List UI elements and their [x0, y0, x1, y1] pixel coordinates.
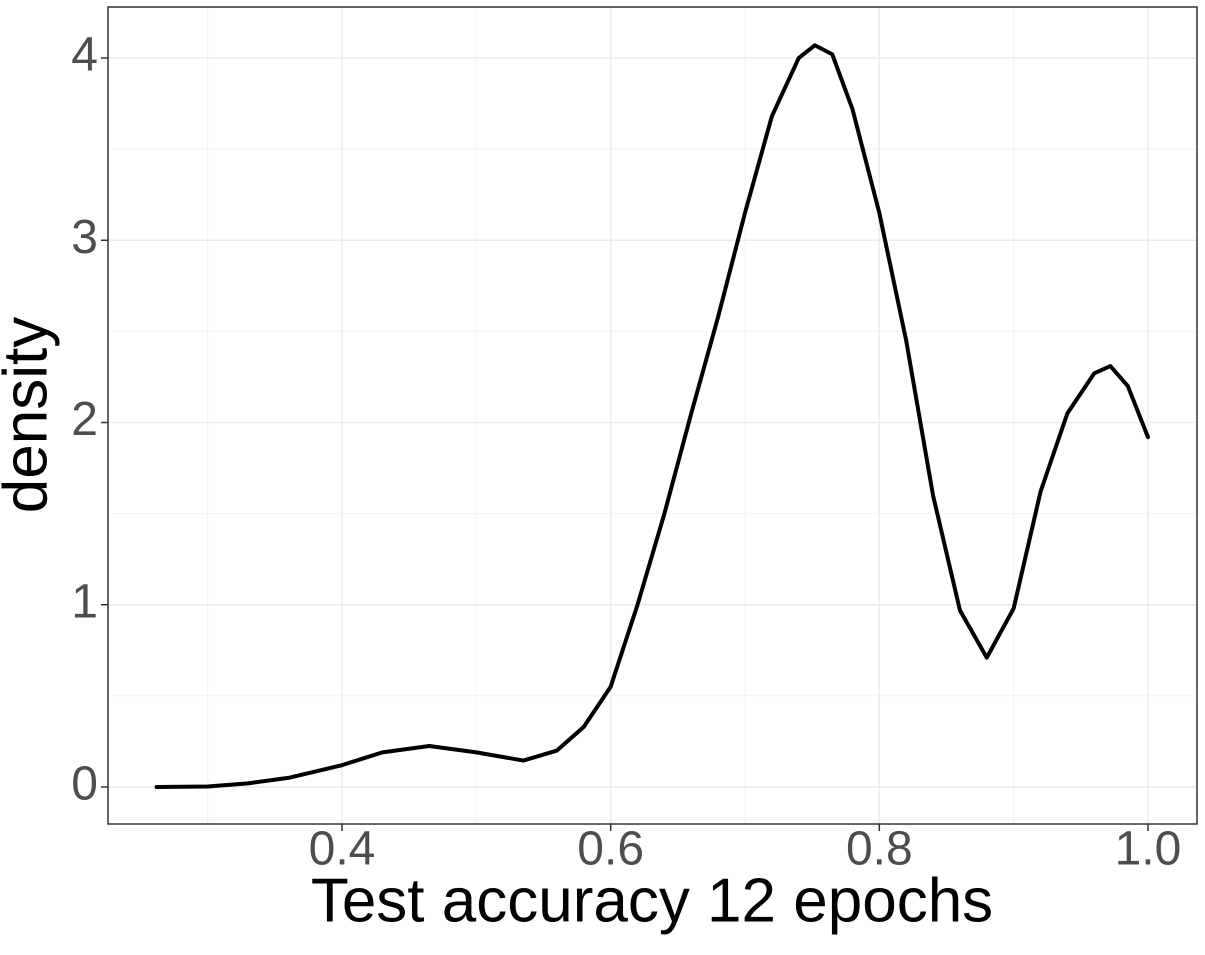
- y-axis-title: density: [0, 317, 60, 513]
- density-line: [154, 43, 1150, 790]
- x-tick-label: 0.8: [846, 823, 913, 876]
- x-tick-label: 1.0: [1115, 823, 1182, 876]
- y-tick-label: 2: [71, 393, 98, 446]
- y-tick-label: 4: [71, 29, 98, 82]
- y-tick-label: 1: [71, 575, 98, 628]
- x-tick-label: 0.4: [309, 823, 376, 876]
- x-tick-label: 0.6: [577, 823, 644, 876]
- x-axis-title: Test accuracy 12 epochs: [311, 866, 993, 935]
- y-tick-label: 0: [71, 758, 98, 811]
- panel-border: [107, 6, 1198, 825]
- y-tick-label: 3: [71, 211, 98, 264]
